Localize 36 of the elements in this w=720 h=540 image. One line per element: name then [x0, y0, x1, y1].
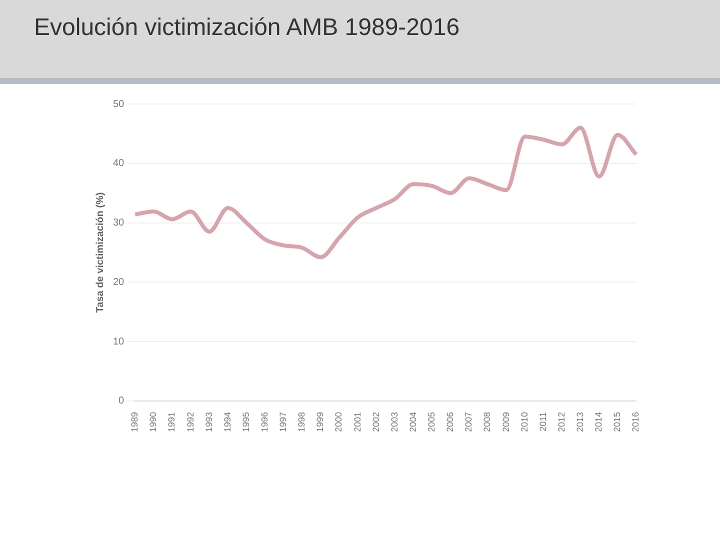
chart-title: Evolución victimización AMB 1989-2016: [34, 14, 460, 42]
x-tick-label: 2011: [538, 412, 548, 432]
x-tick-label: 2015: [612, 412, 622, 432]
x-tick-label: 1996: [260, 412, 270, 432]
y-tick-label: 40: [113, 158, 125, 170]
x-tick-label: 2005: [426, 412, 437, 432]
x-tick-label: 1998: [296, 412, 307, 432]
x-tick-label: 2007: [464, 412, 474, 432]
x-tick-label: 1994: [222, 412, 232, 432]
y-tick-label: 10: [113, 336, 125, 348]
x-tick-label: 1989: [130, 412, 140, 432]
x-tick-label: 2002: [370, 412, 381, 432]
y-tick-label: 0: [118, 396, 125, 407]
x-tick-label: 2014: [594, 412, 604, 432]
x-tick-label: 1997: [278, 412, 288, 432]
x-tick-label: 2008: [482, 412, 492, 432]
y-tick-label: 20: [113, 276, 125, 288]
x-tick-label: 2010: [519, 412, 530, 432]
x-tick-label: 1990: [148, 412, 158, 432]
x-tick-label: 2004: [408, 412, 418, 432]
x-tick-label: 2016: [630, 412, 641, 432]
y-axis-title: Tasa de victimización (%): [94, 192, 106, 313]
x-tick-label: 1999: [315, 412, 326, 432]
y-tick-label: 30: [113, 218, 125, 229]
y-tick-label: 50: [113, 98, 125, 110]
x-tick-label: 1993: [204, 412, 214, 432]
x-tick-label: 2001: [352, 412, 362, 432]
x-tick-label: 1995: [240, 412, 251, 432]
x-tick-label: 1992: [185, 412, 196, 432]
x-tick-label: 2000: [334, 412, 344, 432]
x-tick-label: 2013: [575, 412, 586, 432]
x-tick-label: 1991: [166, 412, 177, 432]
x-tick-label: 2012: [556, 412, 566, 432]
x-tick-label: 2009: [500, 412, 511, 432]
x-tick-label: 2006: [445, 412, 456, 432]
x-tick-label: 2003: [389, 412, 400, 432]
